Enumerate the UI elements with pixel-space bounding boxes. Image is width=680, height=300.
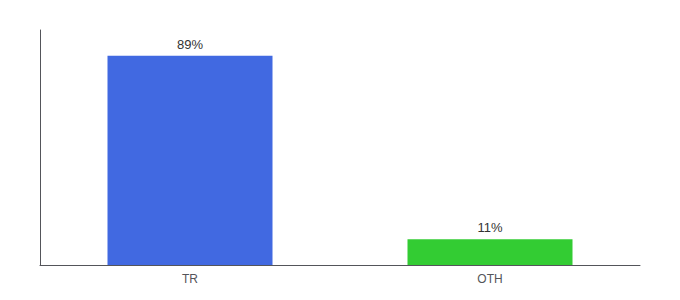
svg-text:OTH: OTH	[477, 272, 502, 286]
svg-text:TR: TR	[182, 272, 198, 286]
svg-text:89%: 89%	[177, 37, 203, 52]
svg-text:11%: 11%	[477, 220, 502, 235]
